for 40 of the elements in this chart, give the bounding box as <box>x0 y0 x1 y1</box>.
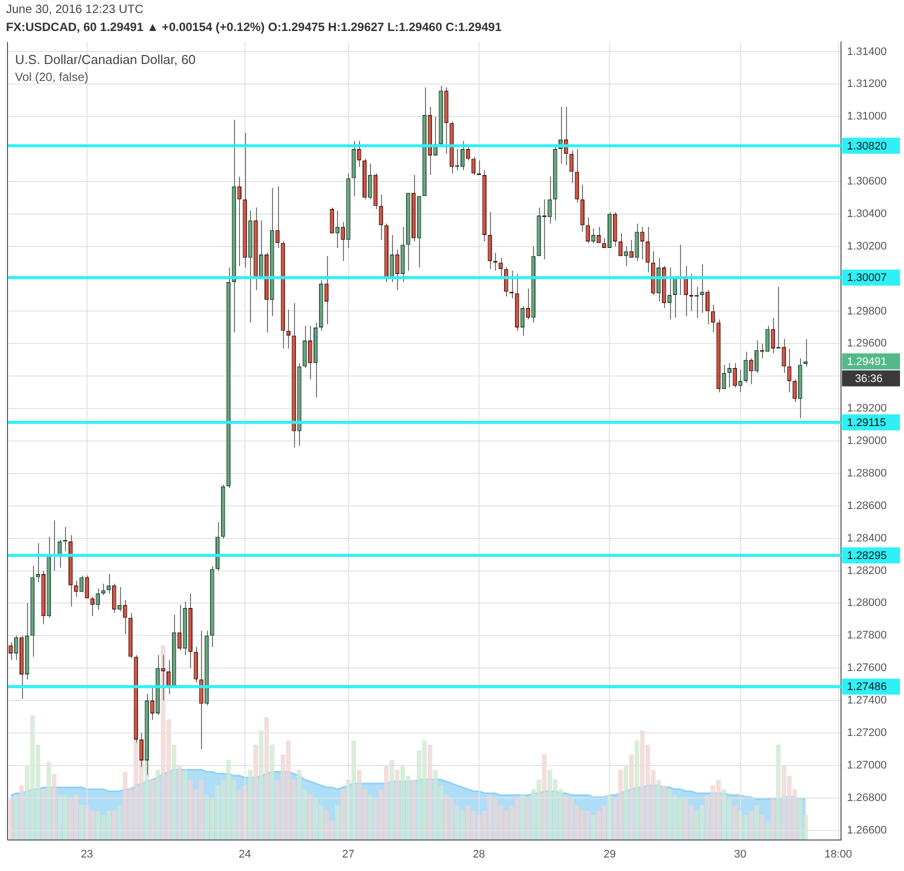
y-tick-label: 1.31000 <box>847 110 887 123</box>
y-tick-label: 1.30400 <box>847 208 887 220</box>
ref-line-label: 1.29115 <box>847 416 886 429</box>
y-tick-label: 1.27400 <box>847 694 887 707</box>
x-tick-label: 27 <box>342 848 354 861</box>
text: 36:36 <box>855 372 883 385</box>
y-tick-label: 1.30600 <box>847 176 887 188</box>
y-tick-label: 1.28000 <box>847 597 887 610</box>
y-tick-label: 1.28200 <box>847 564 887 577</box>
x-tick-label: 28 <box>472 848 486 861</box>
text: U.S. Dollar/Canadian Dollar, 60 <box>15 52 196 67</box>
y-tick-label: 1.28400 <box>847 532 887 544</box>
text: 1.29491 <box>847 356 887 368</box>
y-tick-label: 1.28800 <box>847 467 887 480</box>
x-tick-label: 23 <box>80 848 94 861</box>
x-tick-label: 30 <box>734 848 746 861</box>
text: June 30, 2016 12:23 UTC <box>6 2 144 16</box>
y-tick-label: 1.30200 <box>847 240 887 252</box>
y-tick-label: 1.26800 <box>847 792 887 804</box>
x-tick-label: 29 <box>603 848 616 861</box>
text: Vol (20, false) <box>15 70 88 84</box>
y-tick-label: 1.31400 <box>847 46 887 58</box>
text: FX:USDCAD, 60 1.29491 ▲ +0.00154 (+0.12%) O:1.29475 H:1.29627 L:1.29460 C:1.29491 <box>6 20 502 34</box>
y-tick-label: 1.26600 <box>847 824 887 836</box>
y-tick-label: 1.27800 <box>847 630 887 642</box>
y-tick-label: 1.29800 <box>847 305 887 318</box>
x-tick-label: 18:00 <box>824 848 852 861</box>
y-tick-label: 1.27000 <box>847 759 887 772</box>
ref-line-label: 1.30820 <box>847 140 887 152</box>
y-tick-label: 1.27600 <box>847 662 887 674</box>
y-tick-label: 1.29600 <box>847 338 887 350</box>
y-tick-label: 1.27200 <box>847 726 887 739</box>
y-tick-label: 1.29000 <box>847 435 887 448</box>
x-tick-label: 24 <box>238 848 251 861</box>
y-tick-label: 1.29200 <box>847 402 887 415</box>
ref-line-label: 1.30007 <box>847 272 887 284</box>
ref-line-label: 1.27486 <box>847 681 887 694</box>
ref-line-label: 1.28295 <box>847 550 887 562</box>
y-tick-label: 1.31200 <box>847 78 887 90</box>
y-tick-label: 1.28600 <box>847 500 887 512</box>
